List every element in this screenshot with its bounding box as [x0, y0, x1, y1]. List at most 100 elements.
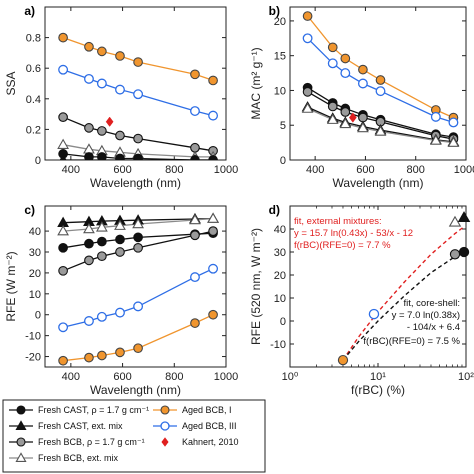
marker-point — [337, 354, 349, 366]
marker-point — [132, 217, 144, 229]
marker-point — [208, 263, 219, 274]
marker-point — [327, 101, 338, 112]
marker-point — [301, 102, 314, 113]
annotation-ext-title: fit, external mixtures: — [294, 216, 382, 227]
marker-point — [449, 249, 461, 260]
marker-point — [447, 136, 460, 147]
marker-point — [84, 352, 94, 363]
plot-content — [57, 32, 219, 160]
marker-point — [208, 75, 218, 86]
marker-point — [430, 111, 441, 122]
marker-point — [115, 51, 125, 61]
x-tick-label: 600 — [113, 371, 131, 383]
x-tick-label: 600 — [356, 164, 374, 176]
x-tick-label: 1000 — [214, 371, 238, 383]
x-axis-label: f(rBC) (%) — [351, 383, 405, 397]
annotation-cs-title: fit, core-shell: — [404, 298, 461, 309]
marker-point — [115, 234, 125, 245]
marker-point — [115, 247, 125, 257]
marker-point — [160, 421, 170, 431]
marker-point — [84, 238, 94, 249]
marker-point — [116, 153, 124, 160]
legend-label: Kahnert, 2010 — [182, 437, 239, 447]
marker-point — [15, 420, 27, 431]
marker-point — [115, 307, 125, 318]
marker-point — [97, 236, 107, 247]
panel-2: 400 600 800 1000 0 5 10 15 20 Wavelength (nm) MAC … — [249, 4, 474, 190]
marker-point — [327, 42, 338, 53]
marker-point — [98, 153, 106, 160]
marker-point — [161, 437, 169, 447]
x-axis-label: Wavelength (nm) — [90, 176, 181, 190]
panel-3: 400 600 800 1000 -20 -10 0 10 20 30 40 Wavelength (… — [4, 203, 238, 397]
annotation-ext-zero: f(rBC)(RFE=0) = 7.7 % — [294, 240, 391, 251]
y-tick-label: 0.8 — [26, 33, 41, 45]
plot-content — [57, 212, 219, 366]
marker-point — [133, 89, 144, 100]
marker-point — [97, 126, 107, 136]
marker-point — [448, 215, 462, 227]
y-tick-label: 5 — [280, 120, 286, 132]
marker-point — [58, 112, 68, 123]
legend-label: Aged BCB, III — [182, 421, 237, 431]
y-tick-label: 10 — [274, 85, 286, 97]
legend: Fresh CAST, ρ = 1.7 g cm⁻¹ Aged BCB, I Fre… — [2, 399, 266, 473]
y-tick-label: 40 — [29, 226, 41, 238]
legend-label: Fresh BCB, ext. mix — [38, 453, 119, 463]
legend-label: Fresh BCB, ρ = 1.7 g cm⁻¹ — [38, 437, 145, 447]
marker-point — [429, 134, 442, 145]
marker-point — [327, 58, 338, 69]
panel-1: 400 600 800 1000 0 0.2 0.4 0.6 0.8 Wavelength (nm… — [4, 4, 238, 190]
y-tick-label: 10 — [29, 289, 41, 301]
marker-point — [133, 232, 143, 243]
marker-point — [339, 117, 352, 129]
marker-point — [84, 255, 94, 266]
y-tick-label: 40 — [274, 224, 286, 236]
y-tick-label: 10 — [274, 293, 286, 305]
marker-point — [189, 213, 201, 225]
plot-area — [289, 6, 467, 161]
x-tick-label: 10¹ — [370, 371, 386, 383]
marker-point — [209, 153, 217, 160]
plot-area — [44, 205, 227, 368]
marker-point — [115, 84, 125, 95]
marker-point — [208, 226, 218, 236]
y-tick-label: -10 — [270, 339, 286, 351]
marker-point — [190, 142, 200, 153]
x-axis-label: Wavelength (nm) — [333, 176, 424, 190]
marker-point — [133, 57, 143, 67]
marker-point — [448, 117, 459, 128]
marker-point — [207, 212, 219, 223]
marker-point — [302, 86, 313, 97]
marker-point — [84, 316, 94, 326]
marker-point — [16, 405, 26, 415]
annotation-cs-zero: f(rBC)(RFE=0) = 7.5 % — [363, 336, 460, 347]
marker-point — [191, 153, 199, 160]
x-tick-label: 10⁰ — [282, 371, 299, 383]
panel-label: a) — [24, 4, 35, 18]
marker-point — [190, 230, 200, 241]
y-tick-label: 0.2 — [26, 124, 41, 136]
fit-line — [342, 226, 465, 361]
marker-point — [358, 64, 368, 75]
marker-point — [84, 41, 94, 52]
marker-point — [84, 123, 94, 133]
marker-point — [58, 242, 68, 253]
marker-point — [84, 73, 94, 84]
marker-point — [58, 355, 68, 366]
panel-label: b) — [269, 4, 280, 18]
marker-point — [357, 121, 369, 133]
marker-point — [133, 133, 143, 144]
x-tick-label: 800 — [165, 164, 183, 176]
x-tick-label: 400 — [62, 164, 80, 176]
marker-point — [357, 78, 368, 89]
fit-line — [342, 251, 465, 361]
marker-point — [96, 311, 107, 322]
marker-point — [160, 405, 170, 415]
marker-point — [96, 78, 107, 89]
x-tick-label: 1000 — [454, 164, 474, 176]
marker-point — [340, 53, 351, 64]
x-tick-label: 600 — [113, 164, 131, 176]
marker-point — [115, 130, 125, 141]
